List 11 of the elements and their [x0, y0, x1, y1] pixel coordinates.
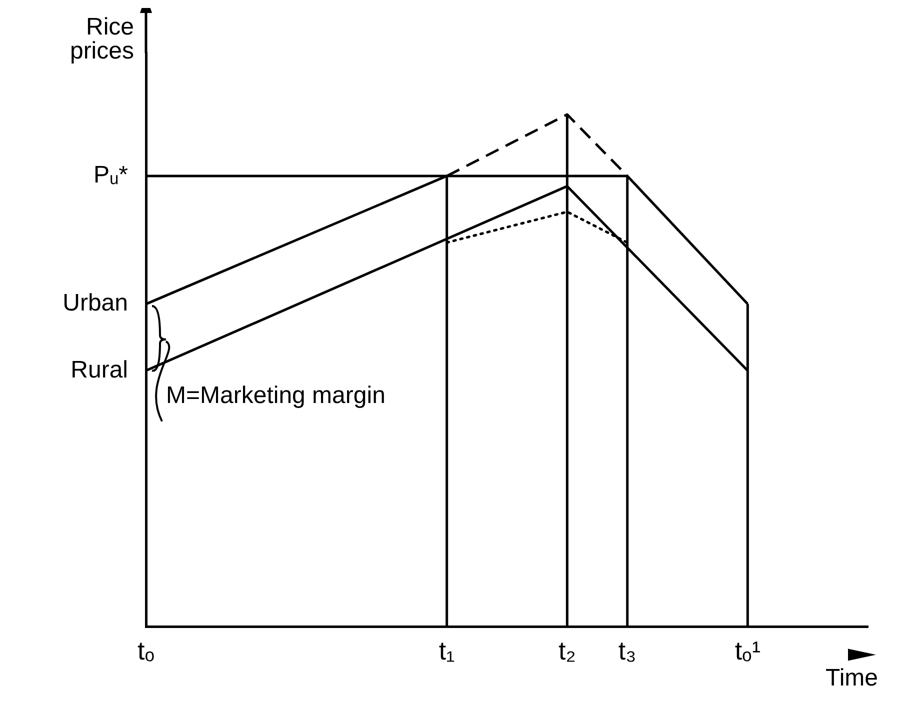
annotation: M=Marketing margin	[166, 382, 386, 409]
series-label: Pᵤ*	[93, 162, 128, 189]
x-tick-label: t₂	[558, 636, 576, 666]
x-tick-label: tₒ¹	[734, 636, 761, 666]
x-axis-title: Time	[826, 664, 878, 692]
x-tick-label: t₁	[438, 636, 456, 666]
series-label: Rural	[70, 356, 128, 384]
x-tick-label: t₃	[618, 636, 636, 666]
x-tick-label: tₒ	[137, 636, 155, 666]
y-axis-title: Rice prices	[70, 14, 134, 65]
series-label: Urban	[62, 290, 128, 317]
